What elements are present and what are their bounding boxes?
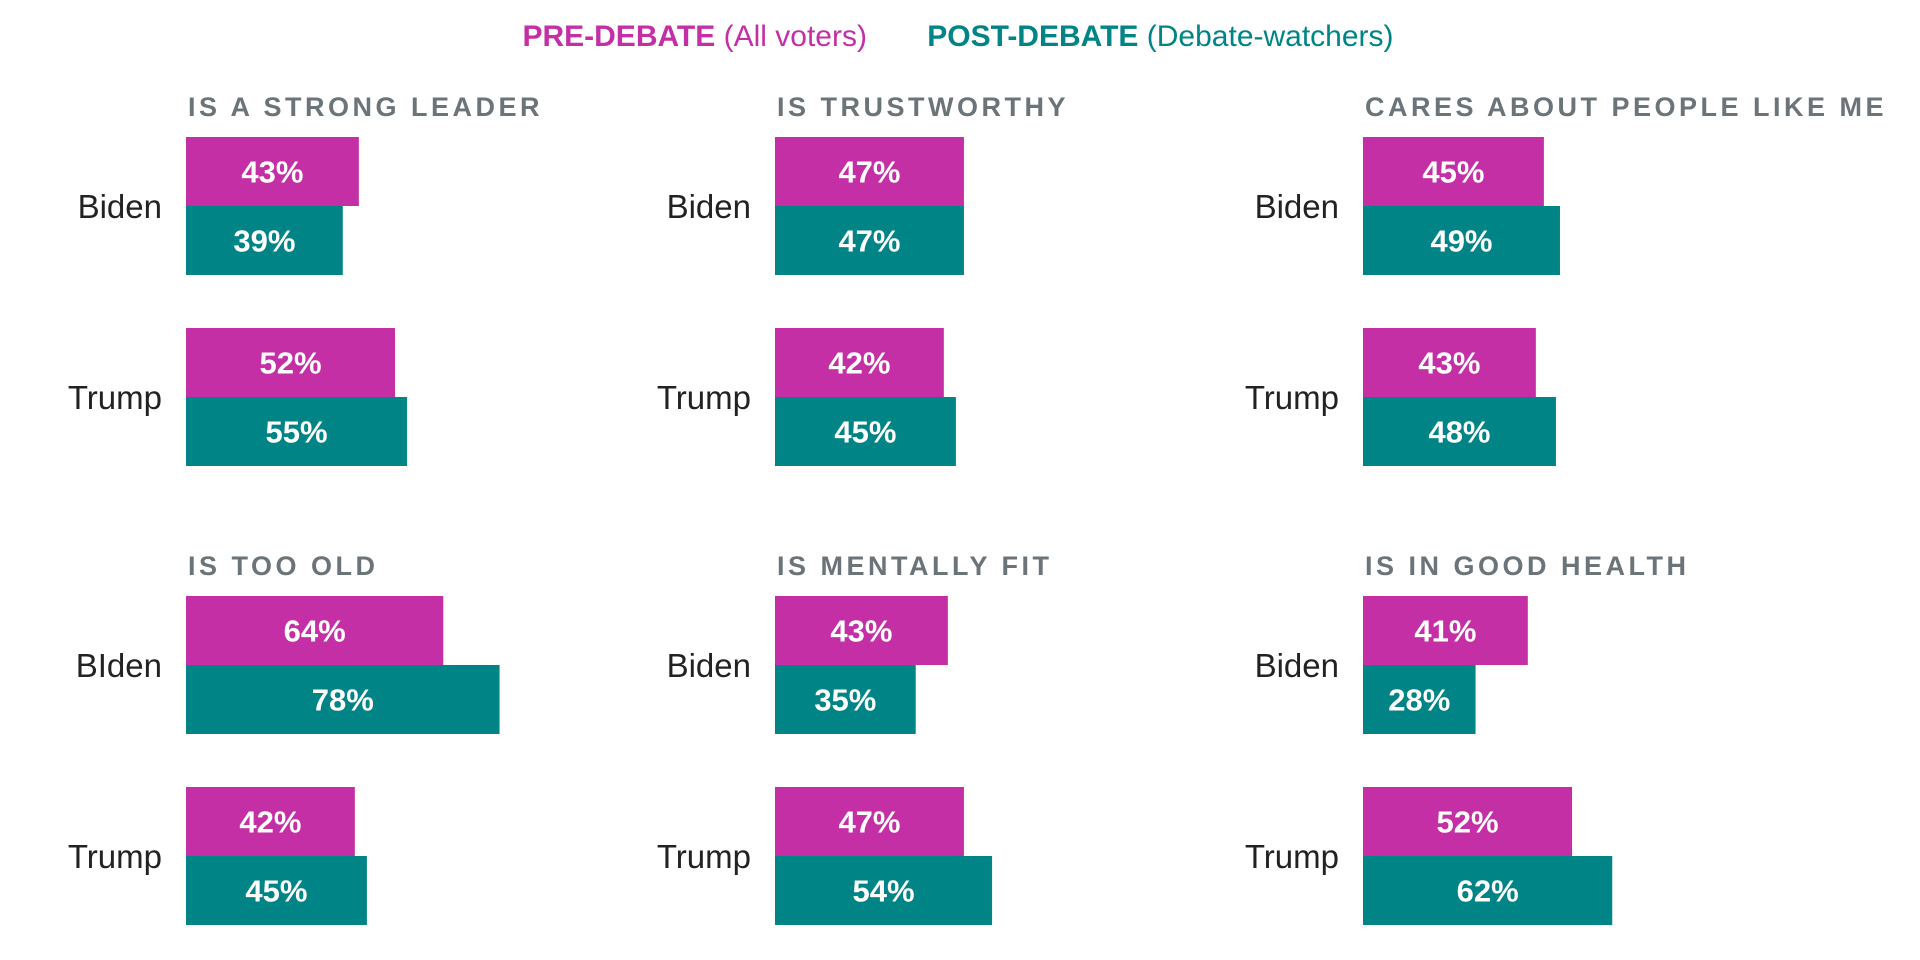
bar-label-post: 55%: [266, 415, 328, 450]
legend-post-rest: (Debate-watchers): [1138, 20, 1393, 53]
bar-post: [775, 397, 956, 466]
panel: IS TRUSTWORTHY Biden 47% 47% Trump 42% 45%: [657, 92, 1069, 466]
bar-pre: [186, 596, 444, 665]
bar-post: [1363, 206, 1560, 275]
bar-pre: [775, 137, 964, 206]
bar-label-pre: 42%: [239, 805, 301, 840]
bar-pre: [1363, 787, 1573, 856]
legend-pre-bold: PRE-DEBATE: [522, 20, 715, 53]
panel-title: IS MENTALLY FIT: [777, 551, 1053, 581]
bar-post: [775, 665, 916, 734]
panels: IS A STRONG LEADER Biden 43% 39% Trump 52% 55%…: [68, 92, 1887, 925]
bar-pre: [186, 787, 355, 856]
bar-pre: [775, 787, 964, 856]
bar-label-post: 45%: [245, 874, 307, 909]
bar-label-post: 49%: [1430, 224, 1492, 259]
panel-title: IS TOO OLD: [188, 551, 379, 581]
legend-gap: [919, 20, 927, 53]
bar-post: [186, 665, 500, 734]
bar-pre: [1363, 328, 1536, 397]
bar-pre: [186, 137, 359, 206]
bar-label-pre: 45%: [1422, 155, 1484, 190]
bar-post: [186, 206, 343, 275]
candidate-label: Biden: [1255, 188, 1339, 225]
bar-pre: [775, 328, 944, 397]
panel-title: IS IN GOOD HEALTH: [1365, 551, 1690, 581]
bar-label-post: 35%: [814, 683, 876, 718]
bar-label-pre: 47%: [838, 805, 900, 840]
bar-post: [1363, 856, 1613, 925]
bar-label-post: 78%: [312, 683, 374, 718]
bar-label-pre: 43%: [830, 614, 892, 649]
bar-label-pre: 42%: [828, 346, 890, 381]
candidate-label: Biden: [667, 647, 751, 684]
panel-title: CARES ABOUT PEOPLE LIKE ME: [1365, 92, 1887, 122]
bar-label-pre: 64%: [284, 614, 346, 649]
bar-label-post: 48%: [1428, 415, 1490, 450]
bar-post: [1363, 665, 1476, 734]
bar-pre: [1363, 596, 1528, 665]
bar-label-post: 45%: [834, 415, 896, 450]
legend-post-bold: POST-DEBATE: [927, 20, 1138, 53]
panel-title: IS A STRONG LEADER: [188, 92, 543, 122]
bar-label-post: 54%: [853, 874, 915, 909]
candidate-label: Trump: [657, 379, 751, 416]
bar-post: [1363, 397, 1556, 466]
bar-pre: [775, 596, 948, 665]
bar-pre: [1363, 137, 1544, 206]
candidate-label: Biden: [1255, 647, 1339, 684]
candidate-label: Biden: [78, 188, 162, 225]
candidate-label: Trump: [1245, 379, 1339, 416]
bar-label-pre: 52%: [1436, 805, 1498, 840]
candidate-label: Trump: [68, 379, 162, 416]
panel: CARES ABOUT PEOPLE LIKE ME Biden 45% 49% Tru…: [1245, 92, 1887, 466]
candidate-label: Trump: [1245, 838, 1339, 875]
panel: IS MENTALLY FIT Biden 43% 35% Trump 47% 54%: [657, 551, 1053, 925]
bar-label-pre: 47%: [838, 155, 900, 190]
bar-label-pre: 43%: [241, 155, 303, 190]
bar-label-pre: 41%: [1414, 614, 1476, 649]
bar-pre: [186, 328, 396, 397]
bar-label-pre: 43%: [1418, 346, 1480, 381]
legend-pre-rest: (All voters): [715, 20, 867, 53]
panel: IS A STRONG LEADER Biden 43% 39% Trump 52% 55%: [68, 92, 543, 466]
bar-post: [186, 397, 408, 466]
bar-post: [775, 856, 993, 925]
panel: IS IN GOOD HEALTH Biden 41% 28% Trump 52% 62%: [1245, 551, 1690, 925]
panel-title: IS TRUSTWORTHY: [777, 92, 1069, 122]
candidate-label: Biden: [667, 188, 751, 225]
candidate-label: BIden: [76, 647, 162, 684]
bar-label-pre: 52%: [259, 346, 321, 381]
bar-label-post: 39%: [233, 224, 295, 259]
bar-label-post: 62%: [1457, 874, 1519, 909]
bar-label-post: 28%: [1388, 683, 1450, 718]
candidate-label: Trump: [68, 838, 162, 875]
candidate-label: Trump: [657, 838, 751, 875]
bar-post: [186, 856, 367, 925]
panel: IS TOO OLD BIden 64% 78% Trump 42% 45%: [68, 551, 500, 925]
legend: PRE-DEBATE (All voters) POST-DEBATE (Deb…: [522, 20, 1393, 53]
bar-label-post: 47%: [838, 224, 900, 259]
bar-post: [775, 206, 964, 275]
